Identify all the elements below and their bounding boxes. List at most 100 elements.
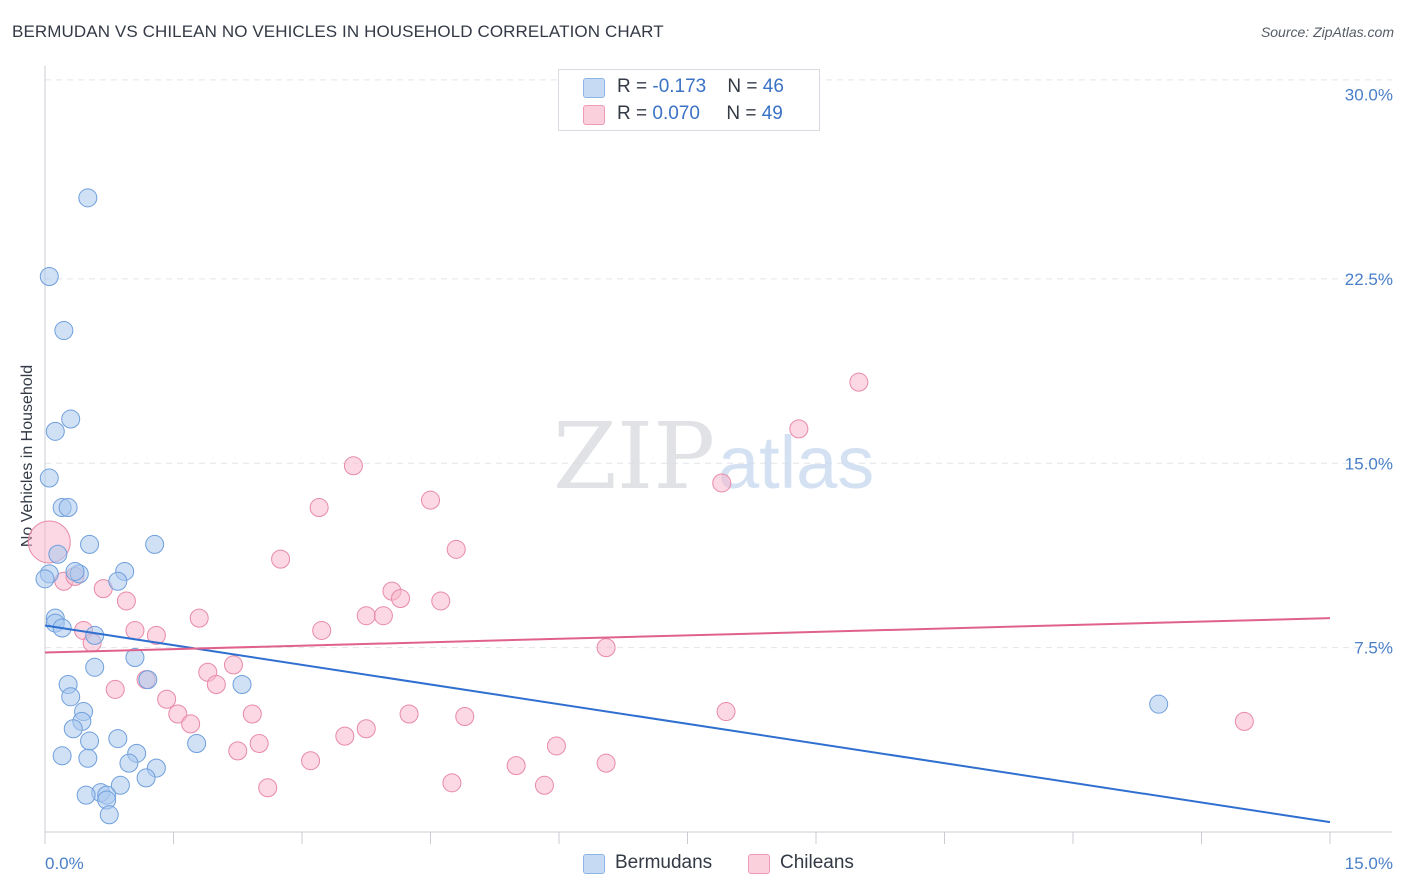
point-bermudans <box>1149 694 1169 714</box>
point-chileans <box>356 606 376 626</box>
point-chileans <box>716 702 736 722</box>
point-bermudans <box>61 409 81 429</box>
point-chileans <box>242 704 262 724</box>
legend-swatch-chileans <box>583 105 605 125</box>
point-chileans <box>181 714 201 734</box>
point-bermudans <box>80 731 100 751</box>
point-chileans <box>596 638 616 658</box>
legend-swatch-bermudans <box>583 854 605 874</box>
legend-n-label: N = <box>726 103 762 124</box>
gridlines <box>45 79 1392 649</box>
point-chileans <box>431 591 451 611</box>
point-bermudans <box>78 748 98 768</box>
point-bermudans <box>39 468 59 488</box>
point-bermudans <box>108 729 128 749</box>
point-bermudans <box>61 687 81 707</box>
x-tick-label: 15.0% <box>1345 854 1393 873</box>
point-chileans <box>534 775 554 795</box>
point-bermudans <box>80 534 100 554</box>
x-tick-label: 0.0% <box>45 854 84 873</box>
legend-swatch-chileans <box>748 854 770 874</box>
trend-line-bermudans <box>44 624 1331 824</box>
point-bermudans <box>48 544 68 564</box>
point-chileans <box>271 549 291 569</box>
y-tick-label: 15.0% <box>1345 454 1393 473</box>
point-bermudans <box>125 647 145 667</box>
trend-lines <box>44 617 1331 824</box>
point-chileans <box>189 608 209 628</box>
point-chileans <box>446 539 466 559</box>
point-bermudans <box>85 625 105 645</box>
trend-line-chileans <box>44 617 1331 654</box>
legend-n-value: 46 <box>762 76 784 97</box>
point-bermudans <box>63 719 83 739</box>
legend-label-bermudans: Bermudans <box>615 852 713 873</box>
point-chileans <box>399 704 419 724</box>
y-tick-label: 7.5% <box>1354 639 1393 658</box>
legend-r-value: -0.173 <box>652 76 707 97</box>
legend-r-label: R = <box>617 103 653 124</box>
point-bermudans <box>39 266 59 286</box>
point-chileans <box>116 591 136 611</box>
point-chileans <box>228 741 248 761</box>
point-chileans <box>789 419 809 439</box>
point-chileans <box>312 620 332 640</box>
watermark-zip: ZIP <box>553 403 715 510</box>
point-bermudans <box>138 670 158 690</box>
series-bermudans-points <box>35 188 1169 825</box>
point-chileans <box>125 620 145 640</box>
point-chileans <box>146 625 166 645</box>
series-chileans-points <box>27 372 1254 798</box>
legend-r-label: R = <box>617 76 653 97</box>
point-chileans <box>343 456 363 476</box>
point-bermudans <box>35 569 55 589</box>
point-chileans <box>309 498 329 518</box>
point-bermudans <box>136 768 156 788</box>
point-bermudans <box>110 775 130 795</box>
legend-swatch-bermudans <box>583 78 605 98</box>
source-label: Source: ZipAtlas.com <box>1260 24 1394 40</box>
point-bermudans <box>99 805 119 825</box>
point-chileans <box>168 704 188 724</box>
point-chileans <box>335 726 355 746</box>
point-chileans <box>206 675 226 695</box>
legend-label-chileans: Chileans <box>780 852 854 873</box>
point-chileans <box>421 490 440 510</box>
y-tick-label: 30.0% <box>1345 86 1393 105</box>
point-bermudans <box>145 534 165 554</box>
point-chileans <box>223 655 243 675</box>
point-chileans <box>157 689 177 709</box>
point-chileans <box>712 473 732 493</box>
point-bermudans <box>76 785 96 805</box>
point-chileans <box>258 778 278 798</box>
point-bermudans <box>78 188 98 208</box>
chart-title: BERMUDAN VS CHILEAN NO VEHICLES IN HOUSE… <box>12 22 664 41</box>
legend-r-value: 0.070 <box>652 103 700 124</box>
point-chileans <box>301 751 321 771</box>
point-bermudans <box>119 753 139 773</box>
point-bermudans <box>187 734 207 754</box>
point-bermudans <box>54 321 74 341</box>
point-chileans <box>546 736 566 756</box>
point-bermudans <box>65 561 85 581</box>
point-chileans <box>249 734 269 754</box>
point-chileans <box>455 706 475 726</box>
point-chileans <box>1234 711 1254 731</box>
point-chileans <box>105 679 125 699</box>
tick-labels: 7.5% 15.0% 22.5% 30.0% 0.0% 15.0% <box>45 86 1393 873</box>
point-bermudans <box>232 675 252 695</box>
point-chileans <box>356 719 376 739</box>
point-chileans <box>849 372 869 392</box>
point-chileans <box>596 753 616 773</box>
legend-n-value: 49 <box>761 103 783 124</box>
point-bermudans <box>58 498 78 518</box>
correlation-legend: R = -0.173 N = 46 R = 0.070 N = 49 <box>558 69 820 131</box>
point-bermudans <box>45 421 65 441</box>
y-tick-label: 22.5% <box>1345 270 1393 289</box>
legend-n-label: N = <box>727 76 763 97</box>
point-bermudans <box>85 657 105 677</box>
axes <box>44 66 1392 844</box>
point-bermudans <box>52 746 72 766</box>
point-chileans <box>373 606 393 626</box>
